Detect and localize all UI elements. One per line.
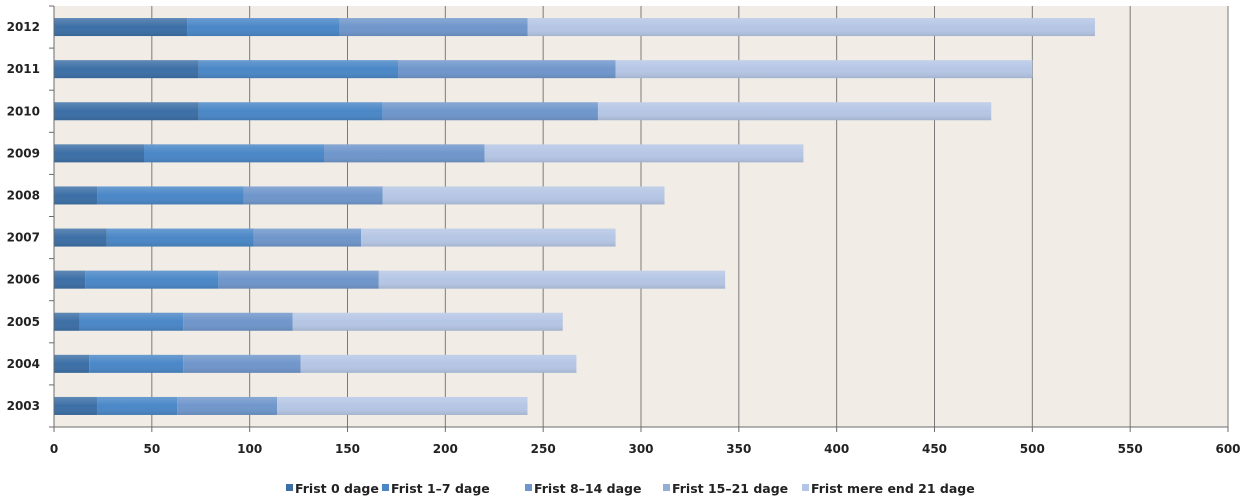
bar-segment-shade — [339, 18, 528, 37]
legend-label: Frist 8–14 dage — [534, 481, 641, 496]
bar-segment-shade — [54, 228, 107, 247]
bar-segment-shade — [382, 186, 665, 205]
bar-segment-shade — [292, 312, 563, 331]
bar-segment-shade — [300, 354, 577, 373]
legend-swatch — [382, 484, 389, 491]
bar-segment-shade — [324, 144, 485, 163]
bar-segment-shade — [398, 60, 616, 79]
legend-label: Frist 15–21 dage — [672, 481, 788, 496]
y-tick-label: 2010 — [7, 104, 40, 118]
bar-segment-shade — [54, 144, 145, 163]
y-tick-labels: 2012 2011 2010 2009 2008 2007 2006 2005 2004 2003 — [7, 20, 40, 413]
x-tick-label: 600 — [1215, 442, 1240, 456]
bar-segment-shade — [54, 312, 80, 331]
axes — [49, 5, 1229, 432]
legend: Frist 0 dage Frist 1–7 dage Frist 8–14 dag… — [286, 481, 975, 496]
bar-segment-shade — [106, 228, 254, 247]
bar-segment-shade — [218, 270, 379, 289]
bar-segment-shade — [484, 144, 804, 163]
y-tick-label: 2003 — [7, 399, 40, 413]
bar-segment-shade — [361, 228, 616, 247]
bar-segment-shade — [183, 312, 293, 331]
legend-label: Frist 1–7 dage — [391, 481, 490, 496]
bar-segment-shade — [79, 312, 184, 331]
legend-swatch — [525, 484, 532, 491]
x-tick-label: 500 — [1020, 442, 1045, 456]
bar-segment-shade — [54, 270, 86, 289]
bar-segment-shade — [615, 60, 1033, 79]
bar-segment-shade — [85, 270, 219, 289]
x-tick-label: 350 — [726, 442, 751, 456]
x-tick-label: 100 — [237, 442, 262, 456]
bar-segment-shade — [527, 18, 1095, 37]
y-tick-label: 2006 — [7, 273, 40, 287]
x-tick-label: 400 — [824, 442, 849, 456]
x-tick-label: 0 — [50, 442, 58, 456]
bar-segment-shade — [243, 186, 383, 205]
legend-swatch — [802, 484, 809, 491]
bar-segment-shade — [97, 396, 178, 415]
y-tick-label: 2009 — [7, 146, 40, 160]
y-tick-label: 2007 — [7, 231, 40, 245]
legend-label: Frist 0 dage — [295, 481, 379, 496]
bar-segment-shade — [54, 18, 188, 37]
x-tick-label: 50 — [143, 442, 160, 456]
bar-segment-shade — [382, 102, 598, 121]
legend-label: Frist mere end 21 dage — [811, 481, 975, 496]
bar-segment-shade — [253, 228, 362, 247]
bar-segment-shade — [54, 354, 90, 373]
x-tick-labels: 0 50 100 150 200 250 300 350 400 450 500 550 600 — [50, 442, 1241, 456]
y-tick-label: 2005 — [7, 315, 40, 329]
legend-swatch — [286, 484, 293, 491]
y-tick-label: 2012 — [7, 20, 40, 34]
bar-segment-shade — [277, 396, 528, 415]
bar-segment-shade — [378, 270, 726, 289]
bar-segment-shade — [198, 60, 399, 79]
bars — [54, 18, 1095, 415]
bar-segment-shade — [187, 18, 340, 37]
y-tick-label: 2011 — [7, 62, 40, 76]
bar-segment-shade — [144, 144, 325, 163]
bar-segment-shade — [54, 396, 98, 415]
bar-segment-shade — [198, 102, 383, 121]
bar-segment-shade — [183, 354, 301, 373]
bar-segment-shade — [54, 102, 199, 121]
bar-segment-shade — [97, 186, 244, 205]
x-tick-label: 250 — [531, 442, 556, 456]
x-tick-label: 150 — [335, 442, 360, 456]
y-tick-label: 2008 — [7, 188, 40, 202]
bar-segment-shade — [89, 354, 184, 373]
bar-segment-shade — [177, 396, 278, 415]
x-tick-label: 300 — [628, 442, 653, 456]
x-tick-label: 450 — [922, 442, 947, 456]
bar-segment-shade — [597, 102, 992, 121]
bar-segment-shade — [54, 186, 98, 205]
bar-segment-shade — [54, 60, 199, 79]
x-tick-label: 550 — [1118, 442, 1143, 456]
y-tick-label: 2004 — [7, 357, 40, 371]
legend-swatch — [663, 484, 670, 491]
x-tick-label: 200 — [433, 442, 458, 456]
